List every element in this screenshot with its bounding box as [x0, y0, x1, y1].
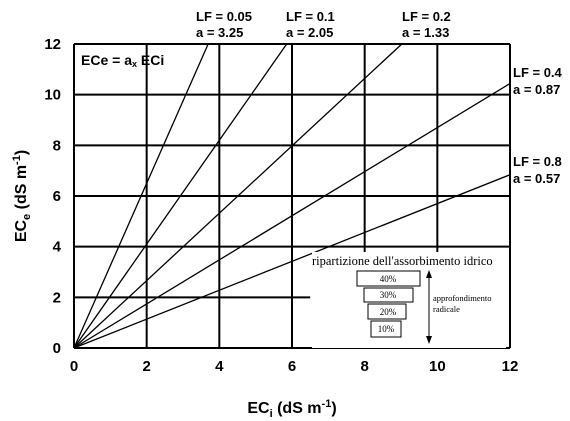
- inset-layer-label: 10%: [378, 324, 395, 334]
- series-label-a: a = 1.33: [402, 25, 449, 40]
- inset-depth-label: approfondimento: [433, 293, 492, 303]
- inset-layer-label: 20%: [380, 307, 397, 317]
- series-label-lf: LF = 0.1: [286, 9, 335, 24]
- x-tick-label: 12: [502, 358, 519, 375]
- x-tick-label: 0: [70, 358, 78, 375]
- inset-depth-label: radicale: [433, 304, 460, 314]
- depth-arrow-head-top: [426, 270, 432, 278]
- series-labels: LF = 0.05 a = 3.25 LF = 0.1 a = 2.05 LF …: [196, 9, 563, 186]
- series-label-lf: LF = 0.8: [513, 154, 562, 169]
- series-label-a: a = 2.05: [286, 25, 333, 40]
- series-line: [73, 174, 511, 349]
- inset-layer-box: [356, 270, 421, 287]
- series-label-a: a = 3.25: [196, 25, 243, 40]
- y-tick-label: 6: [53, 188, 61, 205]
- inset-layer-label: 40%: [380, 274, 397, 284]
- y-tick-label: 4: [53, 239, 62, 256]
- y-tick-label: 10: [44, 87, 61, 104]
- series-label-lf: LF = 0.4: [513, 65, 563, 80]
- depth-arrow-head-bottom: [426, 336, 432, 344]
- x-tick-label: 10: [429, 358, 446, 375]
- series-line: [73, 43, 403, 349]
- y-axis-title: ECe (dS m-1): [11, 150, 33, 242]
- x-tick-label: 4: [215, 358, 224, 375]
- y-tick-label: 8: [53, 137, 61, 154]
- tick-labels: 0 2 4 6 8 10 12 0 2 4 6 8 10 12: [44, 36, 518, 375]
- series-line: [73, 82, 511, 349]
- series-lines: [73, 43, 511, 349]
- y-tick-label: 2: [53, 289, 61, 306]
- series-label-lf: LF = 0.05: [196, 9, 252, 24]
- series-label-lf: LF = 0.2: [402, 9, 451, 24]
- x-tick-label: 2: [142, 358, 150, 375]
- y-tick-label: 0: [53, 340, 61, 357]
- inset-layer-box: [367, 303, 407, 320]
- inset-layer-box: [370, 320, 402, 338]
- series-line: [73, 43, 288, 349]
- inset-layer-label: 30%: [380, 290, 397, 300]
- series-label-a: a = 0.87: [513, 82, 560, 97]
- inset-title: ripartizione dell'assorbimento idrico: [312, 254, 493, 268]
- formula-label: ECe = ax ECi: [81, 52, 164, 69]
- series-line: [73, 43, 209, 349]
- x-tick-label: 8: [360, 358, 368, 375]
- series-label-a: a = 0.57: [513, 171, 560, 186]
- y-tick-label: 12: [44, 36, 61, 53]
- inset-diagram: ripartizione dell'assorbimento idrico 40…: [312, 252, 506, 348]
- inset-layer-box: [363, 287, 414, 303]
- x-tick-label: 6: [288, 358, 296, 375]
- x-axis-title: ECi (dS m-1): [247, 398, 336, 420]
